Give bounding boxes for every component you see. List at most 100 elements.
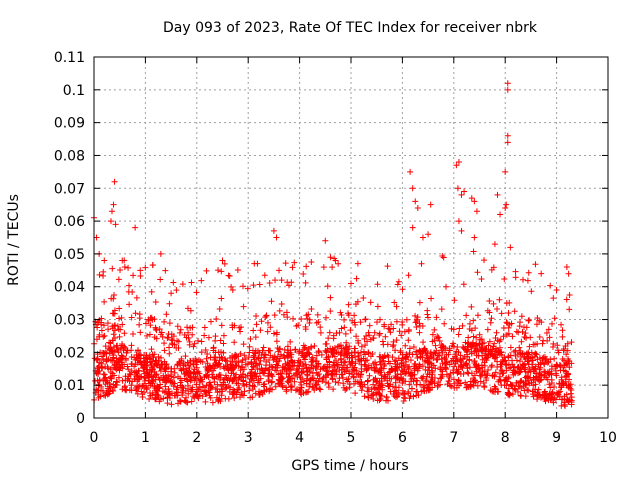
data-point (391, 299, 398, 306)
data-point (401, 328, 408, 335)
data-point (222, 395, 229, 402)
data-point (558, 384, 565, 391)
data-point (523, 372, 530, 379)
data-point (216, 306, 223, 313)
data-point (187, 325, 194, 332)
data-point (206, 364, 213, 371)
data-point (101, 257, 108, 264)
data-point (449, 342, 456, 349)
data-point (420, 347, 427, 354)
data-point (463, 360, 470, 367)
y-tick-label: 0.06 (54, 214, 85, 230)
data-point (416, 299, 423, 306)
data-point (208, 371, 215, 378)
data-point (265, 372, 272, 379)
data-point (303, 263, 310, 270)
data-point (547, 282, 554, 289)
data-point (553, 390, 560, 397)
data-point (158, 361, 165, 368)
data-point (131, 369, 138, 376)
data-point (458, 227, 465, 234)
data-point (447, 370, 454, 377)
data-point (503, 382, 510, 389)
data-point (494, 351, 501, 358)
data-point (188, 398, 195, 405)
data-point (300, 342, 307, 349)
data-point (296, 348, 303, 355)
data-point (511, 308, 518, 315)
data-point (438, 374, 445, 381)
data-point (393, 384, 400, 391)
data-point (564, 340, 571, 347)
data-point (202, 398, 209, 405)
data-point (215, 373, 222, 380)
y-tick-label: 0.02 (54, 345, 85, 361)
data-point (455, 218, 462, 225)
data-point (407, 357, 414, 364)
data-point (445, 378, 452, 385)
data-point (468, 341, 475, 348)
data-point (486, 309, 493, 316)
data-point (133, 294, 140, 301)
data-point (125, 366, 132, 373)
data-point (323, 314, 330, 321)
data-point (519, 328, 526, 335)
data-point (136, 367, 143, 374)
data-point (105, 326, 112, 333)
axes: 0 0.01 0.02 0.03 0.04 0.05 0.06 0.07 0.08 0.09 0.1… (54, 50, 617, 446)
data-point (463, 384, 470, 391)
data-point (301, 353, 308, 360)
data-point (521, 366, 528, 373)
data-point (273, 234, 280, 241)
data-point (190, 368, 197, 375)
data-point (242, 373, 249, 380)
data-point (549, 320, 556, 327)
data-point (143, 362, 150, 369)
data-point (288, 351, 295, 358)
data-point (350, 374, 357, 381)
data-point (558, 402, 565, 409)
data-point (138, 361, 145, 368)
data-point (551, 355, 558, 362)
data-point (488, 315, 495, 322)
data-point (502, 376, 509, 383)
data-point (235, 376, 242, 383)
data-point (373, 384, 380, 391)
data-point (96, 271, 103, 278)
data-point (324, 364, 331, 371)
data-point (166, 391, 173, 398)
data-point (506, 365, 513, 372)
data-point (246, 343, 253, 350)
data-point (145, 373, 152, 380)
data-point (490, 300, 497, 307)
data-point (128, 367, 135, 374)
data-point (287, 338, 294, 345)
data-point (268, 298, 275, 305)
data-point (139, 382, 146, 389)
data-point (130, 272, 137, 279)
data-point (250, 282, 257, 289)
data-point (366, 322, 373, 329)
data-point (313, 363, 320, 370)
data-point (180, 362, 187, 369)
data-point (478, 362, 485, 369)
data-point (507, 344, 514, 351)
data-point (252, 390, 259, 397)
data-point (414, 354, 421, 361)
data-point (433, 347, 440, 354)
data-point (455, 376, 462, 383)
data-point (367, 353, 374, 360)
data-point (501, 276, 508, 283)
data-point (216, 371, 223, 378)
data-point (418, 260, 425, 267)
data-point (201, 324, 208, 331)
data-point (389, 343, 396, 350)
data-point (548, 395, 555, 402)
data-point (394, 281, 401, 288)
data-point (264, 319, 271, 326)
data-point (109, 310, 116, 317)
data-point (162, 383, 169, 390)
data-point (100, 350, 107, 357)
data-point (231, 353, 238, 360)
data-point (100, 272, 107, 279)
